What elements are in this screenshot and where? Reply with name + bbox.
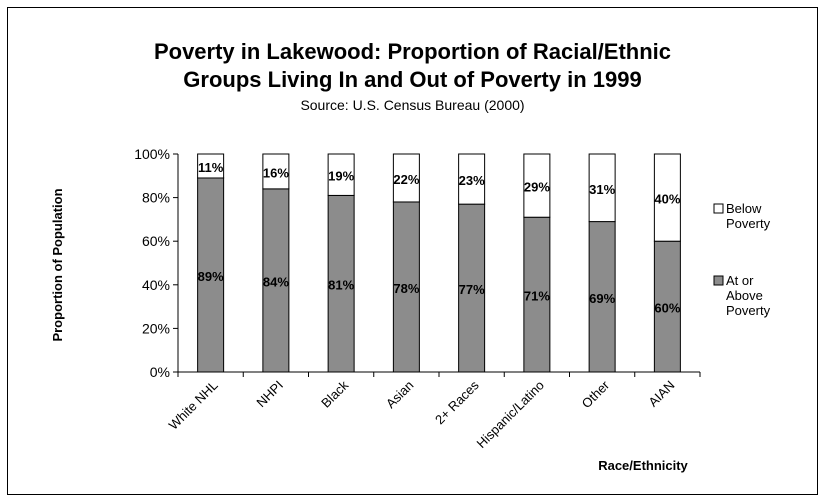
legend-label: At or [726, 273, 754, 288]
bar-segment [392, 201, 420, 373]
bars [197, 153, 681, 373]
x-tick-label: White NHL [166, 378, 221, 433]
legend-label: Below [726, 201, 762, 216]
data-label: 16% [263, 165, 289, 180]
bar-segment [653, 153, 681, 242]
bar-segment [458, 153, 486, 205]
data-label: 22% [393, 172, 419, 187]
legend-label: Poverty [726, 216, 771, 231]
data-labels: 89% 11% 84% 16% 81% 19% 78% 22% 77% 23% 71% 29% 69% 3… [198, 160, 681, 316]
data-label: 78% [393, 281, 419, 296]
legend-label: Above [726, 288, 763, 303]
data-label: 11% [198, 160, 224, 175]
y-tick-label: 20% [142, 320, 170, 336]
y-tick-label: 0% [150, 364, 170, 380]
bar-segment [588, 221, 616, 373]
data-label: 69% [589, 291, 615, 306]
bar-segment [197, 177, 225, 373]
data-label: 23% [459, 173, 485, 188]
data-label: 31% [589, 182, 615, 197]
y-tick-label: 100% [134, 146, 170, 162]
bar-segment [197, 153, 225, 179]
legend-swatch [713, 203, 724, 214]
chart-subtitle: Source: U.S. Census Bureau (2000) [300, 97, 525, 113]
y-tick-label: 80% [142, 190, 170, 206]
x-tick-label: Black [318, 377, 351, 410]
data-label: 29% [524, 180, 550, 195]
bar-segment [653, 240, 681, 373]
bar-segment [588, 153, 616, 223]
bar-segment [392, 153, 420, 203]
legend-swatch [713, 275, 724, 286]
data-label: 89% [198, 269, 224, 284]
chart-title-line-2: Groups Living In and Out of Poverty in 1… [183, 67, 642, 92]
x-tick-label: Other [579, 377, 613, 411]
y-axis-label: Proportion of Population [50, 188, 65, 341]
bar-segment [262, 153, 290, 190]
bar-segment [262, 188, 290, 373]
bar-segment [327, 194, 355, 373]
data-label: 84% [263, 274, 289, 289]
x-tick-label: 2+ Races [432, 377, 482, 427]
data-label: 81% [328, 278, 354, 293]
chart-title-line-1: Poverty in Lakewood: Proportion of Racia… [153, 39, 672, 64]
x-tick-label: Asian [383, 378, 417, 412]
x-tick-label: NHPI [253, 378, 286, 411]
x-tick-label: Hispanic/Latino [474, 378, 547, 451]
x-tick-label: AIAN [645, 378, 677, 410]
data-label: 40% [654, 192, 680, 207]
x-axis-label: Race/Ethnicity [598, 458, 688, 473]
legend-label: Poverty [726, 303, 771, 318]
bar-segment [523, 153, 551, 218]
data-label: 60% [654, 301, 680, 316]
data-label: 19% [328, 169, 354, 184]
bar-segment [458, 203, 486, 373]
bar-segment [327, 153, 355, 196]
data-label: 77% [459, 282, 485, 297]
data-label: 71% [524, 289, 550, 304]
y-tick-label: 60% [142, 233, 170, 249]
y-tick-label: 40% [142, 277, 170, 293]
